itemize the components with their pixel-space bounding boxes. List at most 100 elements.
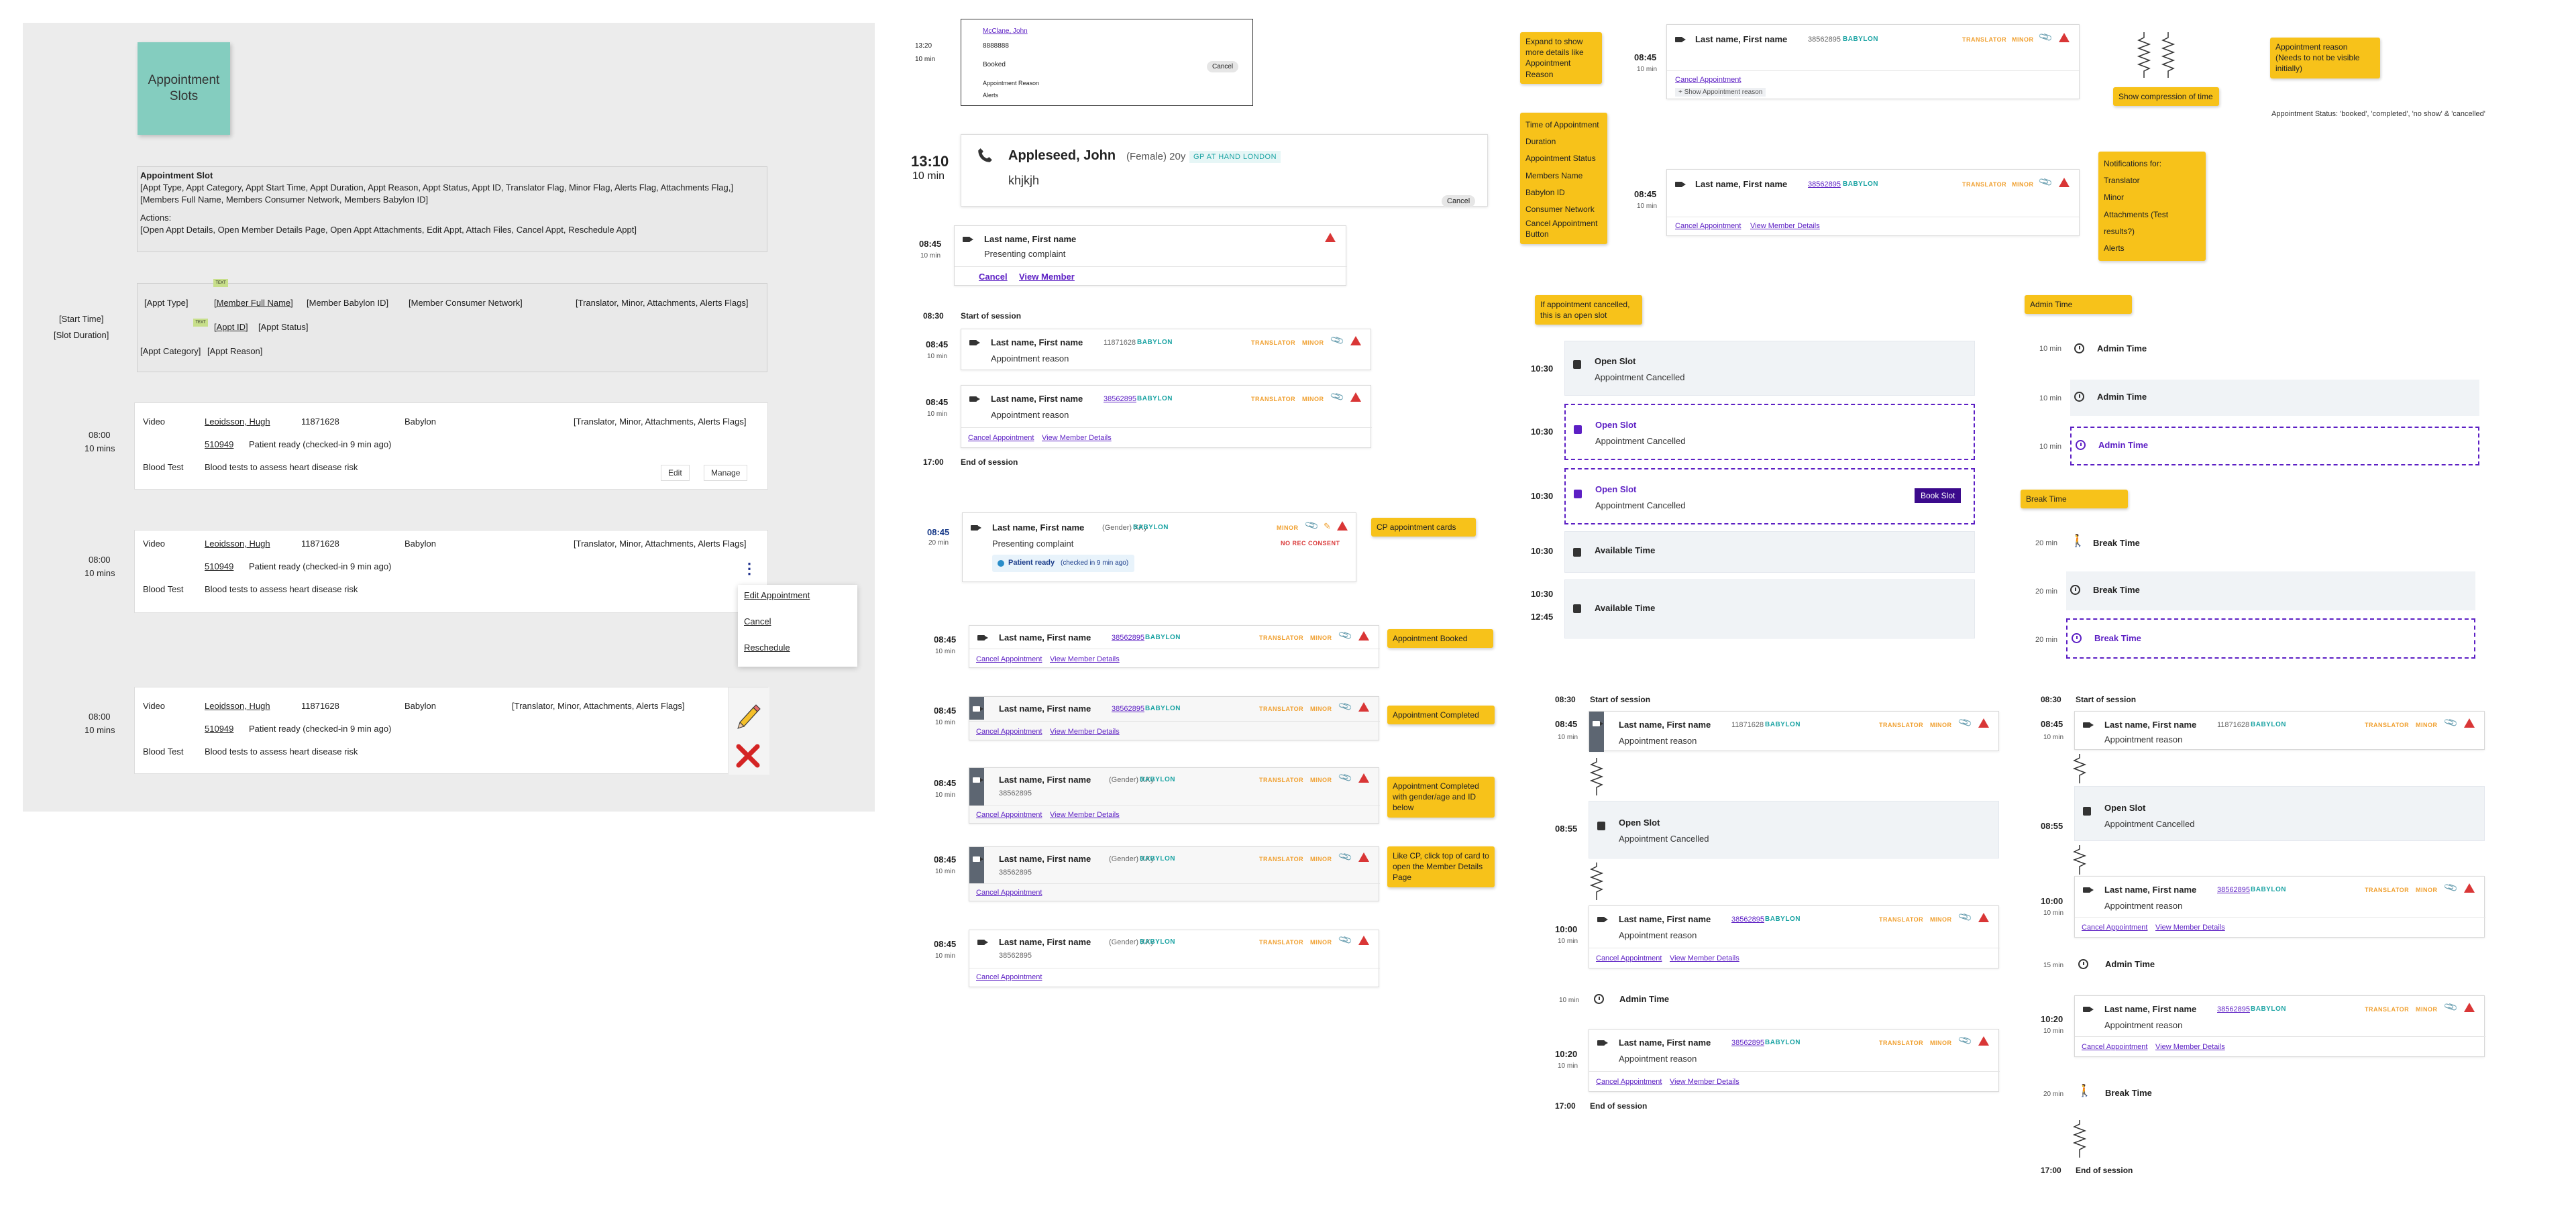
close-icon[interactable] (735, 742, 761, 769)
cancel-appointment-link[interactable]: Cancel Appointment (2082, 1043, 2148, 1051)
more-vertical-icon[interactable]: ⋮ (742, 560, 757, 577)
break-time-row[interactable]: 🚶 Break Time (2066, 527, 2475, 558)
completed-appointment-card[interactable]: Last name, First name 38562895 BABYLON T… (969, 696, 1380, 740)
appointment-card[interactable]: Last name, First name 38562895 BABYLON T… (1666, 169, 2080, 236)
mini-cancel-button[interactable]: Cancel (1207, 61, 1239, 72)
template-babylon-id: [Member Babylon ID] (307, 298, 389, 308)
cancel-appointment-link[interactable]: Cancel Appointment (976, 728, 1042, 736)
admin-duration: 10 min (1559, 997, 1580, 1004)
show-reason-toggle[interactable]: + Show Appointment reason (1675, 88, 1766, 97)
mini-member-name[interactable]: McClane, John (983, 27, 1028, 35)
cancel-appointment-link[interactable]: Cancel Appointment (968, 434, 1034, 442)
network: Babylon (405, 416, 436, 427)
member-name-link[interactable]: Leoidsson, Hugh (205, 539, 270, 549)
appointment-card[interactable]: Last name, First name 38562895 BABYLON T… (961, 385, 1372, 448)
break-time-row-selected[interactable]: Break Time (2066, 618, 2475, 659)
open-slot-card[interactable]: Open Slot Appointment Cancelled (1589, 801, 1999, 858)
appointment-card[interactable]: Last name, First name 11871628 BABYLON T… (961, 329, 1371, 370)
available-time-card[interactable]: Available Time (1564, 579, 1975, 638)
appt-id-link[interactable]: 510949 (205, 439, 234, 449)
pencil-icon[interactable] (735, 702, 761, 729)
babylon-id-link[interactable]: 38562895 (1808, 180, 1841, 188)
alert-icon (2059, 178, 2070, 187)
babylon-id-link[interactable]: 38562895 (2217, 886, 2250, 894)
cancel-appointment-link[interactable]: Cancel Appointment (976, 973, 1042, 981)
mini-appointment-card[interactable]: McClane, John 8888888 Booked Appointment… (961, 19, 1253, 106)
appointment-row[interactable]: Video Leoidsson, Hugh 11871628 Babylon [… (134, 530, 768, 613)
appointment-card[interactable]: Last name, First name 38562895 BABYLON T… (1589, 905, 2000, 968)
appointment-card[interactable]: Last name, First name 38562895 BABYLON T… (969, 625, 1380, 668)
network-tag: BABYLON (1137, 395, 1173, 402)
appointment-card[interactable]: Last name, First name Presenting complai… (954, 225, 1347, 286)
completed-appointment-card[interactable]: Last name, First name (Gender) XXy BABYL… (969, 846, 1380, 901)
context-menu: Edit Appointment Cancel Reschedule (738, 585, 857, 667)
view-member-details-link[interactable]: View Member Details (2155, 1043, 2225, 1051)
cancel-link[interactable]: Cancel (979, 272, 1008, 282)
appt-id-link[interactable]: 510949 (205, 724, 234, 734)
edit-button[interactable]: Edit (661, 465, 690, 481)
cp-appointment-card[interactable]: Last name, First name (Gender) XXy BABYL… (962, 512, 1356, 582)
big-cancel-button[interactable]: Cancel (1442, 195, 1476, 207)
cancel-appointment-link[interactable]: Cancel Appointment (1596, 954, 1662, 962)
cancel-appointment-link[interactable]: Cancel Appointment (976, 655, 1042, 663)
appointment-row[interactable]: Video Leoidsson, Hugh 11871628 Babylon [… (134, 402, 768, 490)
cancel-appointment-link[interactable]: Cancel Appointment (2082, 924, 2148, 932)
appointment-card[interactable]: Last name, First name 38562895 BABYLON T… (2074, 995, 2485, 1057)
babylon-id-link[interactable]: 38562895 (1104, 395, 1136, 403)
view-member-details-link[interactable]: View Member Details (1050, 728, 1120, 736)
time: 08:45 (934, 634, 957, 645)
alert-icon (1325, 233, 1336, 242)
babylon-id-link[interactable]: 38562895 (1731, 915, 1764, 924)
available-time-card[interactable]: Available Time (1564, 531, 1975, 573)
admin-time-row[interactable]: Admin Time (2070, 333, 2479, 364)
appointment-card[interactable]: Last name, First name 11871628 BABYLON T… (2074, 711, 2485, 750)
cancel-appointment-link[interactable]: Cancel Appointment (1675, 222, 1741, 230)
cancel-appointment-link[interactable]: Cancel Appointment (976, 889, 1042, 897)
big-appointment-card[interactable]: Appleseed, John (Female) 20y GP AT HAND … (961, 134, 1488, 207)
member-name: Last name, First name (984, 234, 1077, 244)
open-slot-card-hover[interactable]: Open Slot Appointment Cancelled Book Slo… (1564, 468, 1975, 524)
open-slot-card-selected[interactable]: Open Slot Appointment Cancelled (1564, 404, 1975, 460)
member-name-link[interactable]: Leoidsson, Hugh (205, 416, 270, 427)
appointment-card[interactable]: Last name, First name (Gender) XXy BABYL… (969, 930, 1380, 987)
manage-button[interactable]: Manage (704, 465, 748, 481)
no-consent-flag: NO REC CONSENT (1281, 540, 1340, 547)
view-member-details-link[interactable]: View Member Details (1670, 1078, 1739, 1086)
cancel-appointment-link[interactable]: Cancel Appointment (1675, 76, 1741, 84)
babylon-id-link[interactable]: 38562895 (2217, 1005, 2250, 1013)
appointment-row[interactable]: Video Leoidsson, Hugh 11871628 Babylon [… (134, 687, 769, 775)
appointment-card[interactable]: Last name, First name 38562895 BABYLON T… (2074, 876, 2485, 938)
admin-time-row-selected[interactable]: Admin Time (2070, 427, 2479, 465)
view-member-details-link[interactable]: View Member Details (1050, 811, 1120, 819)
babylon-id: 11871628 (1731, 721, 1764, 729)
view-member-details-link[interactable]: View Member Details (1050, 655, 1120, 663)
book-slot-button[interactable]: Book Slot (1915, 488, 1962, 503)
member-name-link[interactable]: Leoidsson, Hugh (205, 701, 270, 711)
menu-item-reschedule[interactable]: Reschedule (744, 643, 790, 653)
view-member-link[interactable]: View Member (1019, 272, 1075, 282)
completed-appointment-card[interactable]: Last name, First name 11871628 BABYLON T… (1589, 711, 1999, 752)
row-duration: 10 mins (85, 725, 115, 735)
babylon-id-link[interactable]: 38562895 (1731, 1039, 1764, 1047)
babylon-id: 38562895 (999, 789, 1032, 797)
view-member-details-link[interactable]: View Member Details (1750, 222, 1820, 230)
menu-item-edit-appointment[interactable]: Edit Appointment (744, 590, 810, 600)
view-member-details-link[interactable]: View Member Details (1042, 434, 1112, 442)
cancel-appointment-link[interactable]: Cancel Appointment (976, 811, 1042, 819)
menu-item-cancel[interactable]: Cancel (744, 616, 771, 626)
break-time-row-hover[interactable]: Break Time (2066, 571, 2475, 610)
open-slot-card[interactable]: Open Slot Appointment Cancelled (2074, 786, 2485, 841)
admin-time-row-hover[interactable]: Admin Time (2070, 380, 2479, 416)
babylon-id-link[interactable]: 38562895 (1112, 634, 1144, 642)
view-member-details-link[interactable]: View Member Details (1670, 954, 1739, 962)
view-member-details-link[interactable]: View Member Details (2155, 924, 2225, 932)
completed-appointment-card[interactable]: Last name, First name (Gender) XXy BABYL… (969, 767, 1380, 824)
babylon-id-link[interactable]: 38562895 (1112, 705, 1144, 713)
video-icon (963, 237, 973, 242)
open-slot-card[interactable]: Open Slot Appointment Cancelled (1564, 341, 1975, 396)
appointment-card-collapsed[interactable]: Last name, First name 38562895 BABYLON T… (1666, 24, 2080, 99)
appt-id-link[interactable]: 510949 (205, 561, 234, 571)
appointment-card[interactable]: Last name, First name 38562895 BABYLON T… (1589, 1029, 2000, 1092)
member-name: Last name, First name (999, 937, 1091, 947)
cancel-appointment-link[interactable]: Cancel Appointment (1596, 1078, 1662, 1086)
